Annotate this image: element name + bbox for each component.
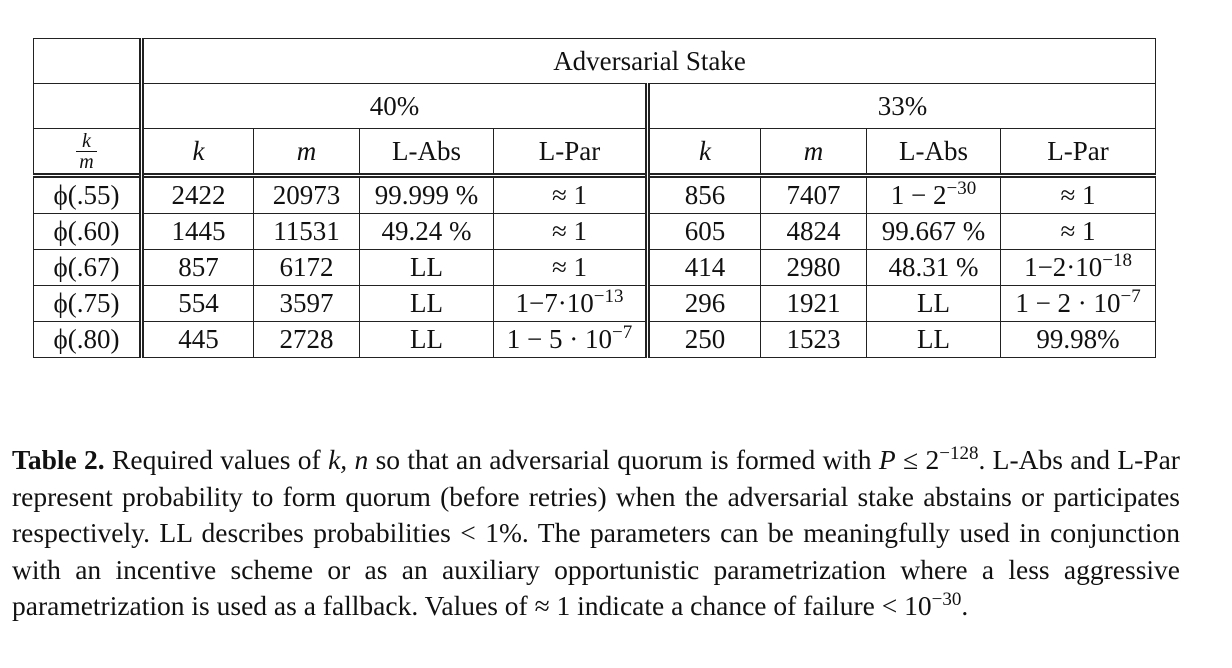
col-labs-40: L-Abs	[359, 128, 494, 176]
table-cell: 49.24 %	[359, 213, 494, 250]
table-cell: 1921	[760, 285, 867, 322]
corner-empty	[33, 38, 144, 84]
col-k-40: k	[141, 128, 254, 176]
exponent: −7	[1120, 286, 1141, 307]
table-cell: 856	[647, 173, 761, 214]
table-cell: ≈ 1	[493, 213, 650, 250]
table-cell: 605	[647, 213, 761, 250]
row-label: ϕ(.75)	[33, 285, 144, 322]
table-cell: LL	[866, 285, 1001, 322]
table-cell: LL	[359, 285, 494, 322]
table-cell: 2980	[760, 249, 867, 286]
table-row: ϕ(.75) 554 3597 LL 1−7·10−13 296 1921 LL 1 − 2 ·…	[33, 285, 1157, 322]
table-cell: 250	[647, 321, 761, 358]
row-label: ϕ(.80)	[33, 321, 144, 358]
group-header-40: 40%	[141, 83, 650, 129]
exponent: −30	[946, 178, 977, 199]
group-header-33: 33%	[646, 83, 1157, 129]
table-cell: 1−7·10−13	[493, 285, 650, 322]
row-label: ϕ(.67)	[33, 249, 144, 286]
table-cell: 414	[647, 249, 761, 286]
table-cell: 2728	[253, 321, 360, 358]
table-row: ϕ(.80) 445 2728 LL 1 − 5 · 10−7 250 1523 LL 99.9…	[33, 321, 1157, 358]
exponent: −7	[612, 322, 633, 343]
table-cell: 857	[141, 249, 254, 286]
table-cell: 2422	[141, 173, 254, 214]
exponent: −18	[1102, 250, 1132, 271]
table-cell: LL	[359, 321, 494, 358]
table-row: ϕ(.67) 857 6172 LL ≈ 1 414 2980 48.31 % 1−2·10−1…	[33, 249, 1157, 286]
exponent: −13	[593, 286, 624, 307]
table-cell: 4824	[760, 213, 867, 250]
table-cell: LL	[866, 321, 1001, 358]
table-cell: 3597	[253, 285, 360, 322]
table-caption: Table 2. Required values of k, n so that…	[12, 442, 1180, 621]
table-cell: 1 − 5 · 10−7	[493, 321, 650, 358]
table-cell: 6172	[253, 249, 360, 286]
super-header: Adversarial Stake	[140, 38, 1157, 84]
table-row: ϕ(.55) 2422 20973 99.999 % ≈ 1 856 7407 1 − 2−3…	[33, 173, 1157, 214]
col-lpar-33: L-Par	[999, 128, 1157, 176]
row-label: ϕ(.60)	[33, 213, 144, 250]
col-m-33: m	[760, 128, 867, 176]
col-lpar-40: L-Par	[493, 128, 650, 176]
table-cell: 7407	[760, 173, 867, 214]
table-cell: 1523	[760, 321, 867, 358]
table-row: ϕ(.60) 1445 11531 49.24 % ≈ 1 605 4824 99.667 %…	[33, 213, 1157, 250]
col-labs-33: L-Abs	[866, 128, 1001, 176]
table-cell: 99.667 %	[866, 213, 1001, 250]
table-cell: ≈ 1	[999, 173, 1157, 214]
table-cell: ≈ 1	[999, 213, 1157, 250]
table-cell: 296	[647, 285, 761, 322]
col-k-33: k	[647, 128, 761, 176]
table-cell: 1445	[141, 213, 254, 250]
table-cell: ≈ 1	[493, 173, 650, 214]
corner-empty-2	[33, 83, 144, 129]
table-cell: 99.98%	[999, 321, 1157, 358]
caption-label: Table 2.	[12, 444, 105, 475]
table-cell: 1 − 2 · 10−7	[999, 285, 1157, 322]
table-cell: 99.999 %	[359, 173, 494, 214]
col-m-40: m	[253, 128, 360, 176]
table-cell: ≈ 1	[493, 249, 650, 286]
table-cell: 11531	[253, 213, 360, 250]
table-cell: 445	[141, 321, 254, 358]
table-cell: 1 − 2−30	[866, 173, 1001, 214]
row-label: ϕ(.55)	[33, 173, 144, 214]
table-body: ϕ(.55) 2422 20973 99.999 % ≈ 1 856 7407 1 − 2−3…	[33, 173, 1157, 358]
table-cell: 20973	[253, 173, 360, 214]
table-cell: LL	[359, 249, 494, 286]
table-cell: 1−2·10−18	[999, 249, 1157, 286]
table-cell: 48.31 %	[866, 249, 1001, 286]
table-cell: 554	[141, 285, 254, 322]
